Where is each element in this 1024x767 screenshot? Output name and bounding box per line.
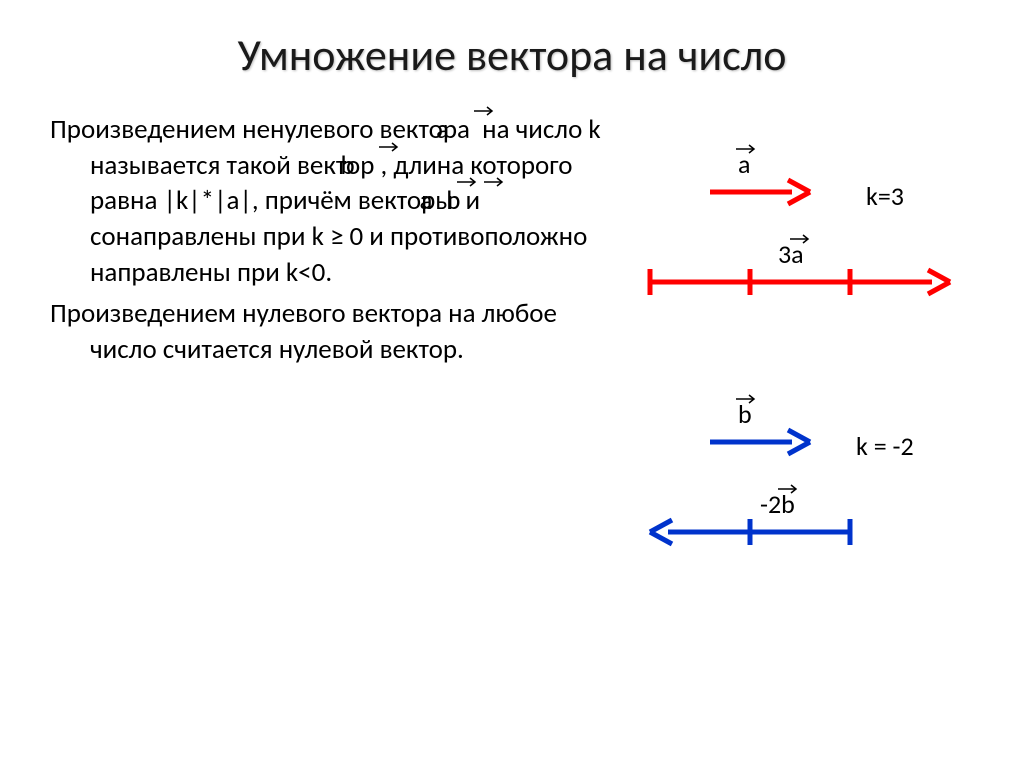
label-b: b (738, 398, 752, 430)
p1-text-4: и (459, 184, 486, 217)
p1-text-5: сонаправлены при k ≥ 0 и противоположно … (90, 220, 587, 289)
text-column: Произведением ненулевого вектора a на чи… (50, 112, 610, 373)
label-a: a (738, 148, 750, 180)
label-3a: 3a (778, 238, 804, 270)
content-area: Произведением ненулевого вектора a на чи… (0, 82, 1024, 373)
vec-arrow-over-icon (379, 142, 399, 152)
diagram-column: a k=3 3a b k = -2 -2b (610, 112, 984, 373)
p1-text-1: Произведением ненулевого вектора (50, 113, 476, 146)
slide-title: Умножение вектора на число (0, 0, 1024, 82)
vec-arrow-over-icon (736, 394, 756, 404)
vector-diagram (610, 112, 990, 582)
vec-arrow-over-icon (457, 177, 477, 187)
vec-arrow-over-icon (484, 177, 504, 187)
paragraph-2: Произведением нулевого вектора на любое … (50, 296, 610, 367)
label-k1: k=3 (866, 180, 904, 212)
label-m2b: -2b (760, 488, 795, 520)
vec-arrow-over-icon (790, 234, 810, 244)
label-k2: k = -2 (856, 430, 914, 462)
vec-arrow-over-icon (736, 144, 756, 154)
vec-arrow-over-icon (474, 106, 494, 116)
vec-arrow-over-icon (778, 484, 798, 494)
paragraph-1: Произведением ненулевого вектора a на чи… (50, 112, 610, 290)
